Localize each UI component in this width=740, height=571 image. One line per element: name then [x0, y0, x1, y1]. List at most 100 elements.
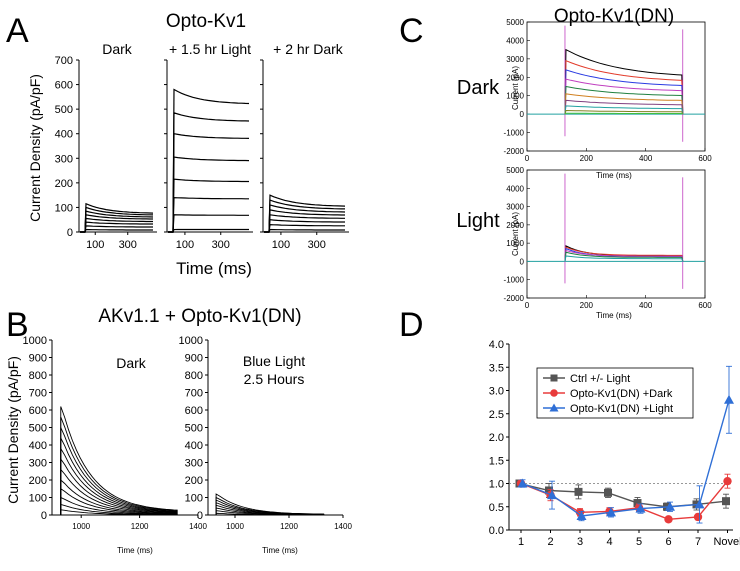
panel-a-trace [80, 202, 154, 233]
panel-a-trace [80, 206, 154, 233]
panel-c-subplot-0 [526, 21, 706, 152]
panel-a-trace [264, 194, 346, 233]
panel-b-trace [215, 493, 325, 515]
panel-a-ytick-label: 0 [67, 227, 73, 239]
panel-c-xlabel-top: Time (ms) [596, 171, 632, 180]
panel-b-ytick-label: 500 [185, 423, 203, 435]
panel-letter-b: B [6, 306, 29, 344]
panel-a-condition-dark: Dark [102, 41, 133, 57]
panel-d-xtick-label: 6 [665, 536, 671, 548]
panel-c-ytick-label: -2000 [504, 147, 525, 156]
panel-b-trace [215, 502, 325, 515]
panel-d-series-line [522, 399, 730, 517]
panel-c-ytick-label: 3000 [506, 55, 524, 64]
panel-b-xtick-label: 1400 [189, 522, 207, 531]
panel-c-trace [564, 255, 684, 262]
panel-d-marker-triangle [517, 478, 528, 488]
panel-b-xlabel-right: Time (ms) [262, 546, 298, 555]
panel-d-xtick-label: Novel [713, 536, 740, 548]
panel-d-legend-marker [550, 374, 558, 382]
panel-b-xtick-label: 1400 [334, 522, 352, 531]
panel-d-legend-marker [550, 389, 558, 397]
panel-c-xtick-label: 0 [525, 154, 530, 163]
panel-c-trace [564, 85, 684, 115]
panel-a-trace [264, 219, 345, 233]
panel-a-ytick-label: 300 [55, 153, 73, 165]
panel-c-xtick-label: 0 [525, 301, 530, 310]
panel-c-xlabel-bottom: Time (ms) [596, 311, 632, 320]
panel-d-marker-square [574, 487, 583, 496]
panel-d-xtick-label: 4 [606, 536, 612, 548]
panel-b-ytick-label: 300 [185, 458, 203, 470]
panel-letter-a: A [6, 12, 29, 50]
panel-c-trace [564, 246, 684, 262]
panel-a-xtick-label: 300 [308, 239, 326, 251]
panel-d-marker-circle [693, 512, 703, 522]
panel-b-xtick-label: 1000 [72, 522, 90, 531]
panel-a-xtick-label: 100 [272, 239, 290, 251]
panel-a-subplot-2 [260, 59, 349, 235]
panel-a-trace [264, 199, 345, 233]
panel-b-xlabel-left: Time (ms) [117, 546, 153, 555]
panel-d-marker-triangle [724, 394, 734, 404]
panel-d-marker-square [722, 497, 730, 506]
panel-b-ylabel: Current Density (pA/pF) [5, 356, 21, 504]
panel-c-ytick-label: 5000 [506, 166, 524, 175]
panel-b-xtick-label: 1000 [226, 522, 244, 531]
panel-b-trace [60, 416, 178, 515]
panel-letter-c: C [399, 12, 424, 50]
panel-a-ytick-label: 700 [55, 55, 73, 67]
panel-b-trace [60, 457, 178, 515]
panel-c-ytick-label: 2000 [506, 221, 524, 230]
panel-b-ytick-label: 100 [29, 493, 47, 505]
panel-c-ytick-label: 1000 [506, 92, 524, 101]
panel-a-xtick-label: 300 [119, 239, 137, 251]
panel-b-ytick-label: 600 [29, 405, 47, 417]
panel-b-trace [60, 427, 178, 515]
panel-b-ytick-label: 1000 [179, 335, 203, 347]
panel-b-ytick-label: 400 [29, 440, 47, 452]
panel-c-title: Opto-Kv1(DN) [554, 6, 674, 27]
panel-b-trace [60, 446, 178, 515]
panel-d-ytick-label: 2.0 [489, 432, 504, 444]
panel-b-trace [60, 496, 178, 515]
panel-d-marker-triangle [606, 507, 616, 517]
panel-d-legend-marker [549, 403, 559, 412]
panel-d-marker-square [633, 499, 642, 508]
panel-d-xtick-label: 7 [695, 536, 701, 548]
panel-d-xtick-label: 1 [518, 536, 524, 548]
panel-a-trace [80, 217, 153, 233]
panel-d-marker-circle [664, 515, 673, 524]
panel-d-legend [536, 367, 694, 419]
panel-b-trace [60, 503, 178, 515]
panel-d-ytick-label: 3.5 [489, 362, 504, 374]
panel-c-xtick-label: 400 [639, 301, 653, 310]
panel-b-trace [60, 468, 178, 515]
panel-c-xtick-label: 600 [698, 154, 712, 163]
panel-a-ytick-label: 500 [55, 104, 73, 116]
panel-d-marker-circle [723, 476, 732, 486]
panel-a-xtick-label: 100 [176, 239, 194, 251]
panel-b-ytick-label: 900 [185, 353, 203, 365]
panel-a-ylabel: Current Density (pA/pF) [27, 74, 43, 222]
panel-c-ytick-label: 5000 [506, 18, 524, 27]
panel-c-xtick-label: 200 [580, 301, 594, 310]
panel-c-ytick-label: 3000 [506, 203, 524, 212]
panel-b-trace [60, 406, 178, 515]
panel-c-row-dark: Dark [457, 77, 500, 99]
panel-b-trace [60, 478, 178, 515]
panel-d-marker-triangle [665, 501, 675, 511]
panel-d-legend-label: Ctrl +/- Light [570, 373, 630, 385]
panel-c-ylabel-top: Current (pA) [511, 66, 520, 110]
panel-a-trace [168, 112, 250, 233]
panel-b-condition-light: Blue Light [243, 353, 305, 369]
panel-a-trace [264, 209, 345, 233]
panel-c-trace [564, 93, 684, 115]
panel-a-ytick-label: 600 [55, 80, 73, 92]
panel-b-xtick-label: 1200 [131, 522, 149, 531]
panel-c-ytick-label: -2000 [504, 294, 525, 303]
panel-a-trace [264, 204, 346, 233]
panel-a-subplot-0 [76, 59, 157, 235]
panel-b-ytick-label: 800 [185, 370, 203, 382]
